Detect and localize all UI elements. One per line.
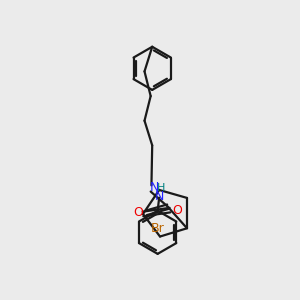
Text: O: O [134, 206, 143, 219]
Text: H: H [157, 183, 166, 193]
Text: N: N [154, 190, 164, 202]
Text: N: N [150, 181, 159, 194]
Text: O: O [173, 204, 183, 217]
Text: Br: Br [151, 221, 164, 235]
